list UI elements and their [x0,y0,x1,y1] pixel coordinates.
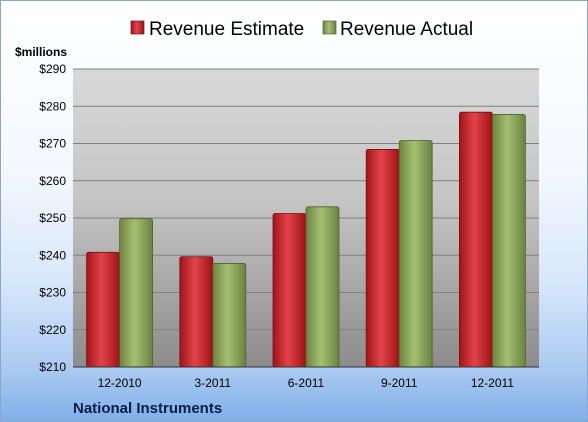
x-tick-label: 6-2011 [288,376,325,390]
bar-revenue-actual-3-2011 [212,263,247,368]
bar-revenue-actual-12-2011 [491,114,526,368]
y-axis-ticks: $210 $220 $230 $240 $250 $260 $270 $280 $290 [39,62,66,374]
legend-label-revenue-estimate: Revenue Estimate [149,19,304,40]
x-tick-label: 12-2011 [471,376,514,390]
y-tick-label: $280 [39,99,66,113]
bar-revenue-actual-9-2011 [398,140,433,368]
y-tick-label: $290 [39,62,66,76]
y-axis-unit-label: $millions [15,45,67,59]
y-tick-label: $260 [39,174,66,188]
y-tick-label: $230 [39,286,66,300]
bar-revenue-estimate-6-2011 [272,213,307,368]
legend-swatch-revenue-estimate [130,20,145,35]
bar-revenue-actual-12-2010 [119,218,153,368]
y-tick-label: $210 [39,360,66,374]
bar-revenue-estimate-12-2011 [458,111,493,368]
y-tick-label: $240 [39,248,66,262]
legend-swatch-revenue-actual [322,20,337,35]
bar-revenue-estimate-3-2011 [179,256,214,368]
y-tick-label: $220 [39,323,66,337]
x-tick-label: 3-2011 [195,376,232,390]
legend: Revenue Estimate Revenue Actual [130,19,473,40]
x-tick-label: 9-2011 [381,376,418,390]
bar-revenue-actual-6-2011 [305,206,340,368]
bar-revenue-estimate-12-2010 [86,251,120,368]
legend-label-revenue-actual: Revenue Actual [340,19,473,40]
y-tick-label: $250 [39,211,66,225]
company-name: National Instruments [73,400,222,417]
x-axis-ticks: 12-2010 3-2011 6-2011 9-2011 12-2011 [98,376,515,390]
x-tick-label: 12-2010 [98,376,142,390]
y-tick-label: $270 [39,137,66,151]
bar-revenue-estimate-9-2011 [365,149,400,368]
